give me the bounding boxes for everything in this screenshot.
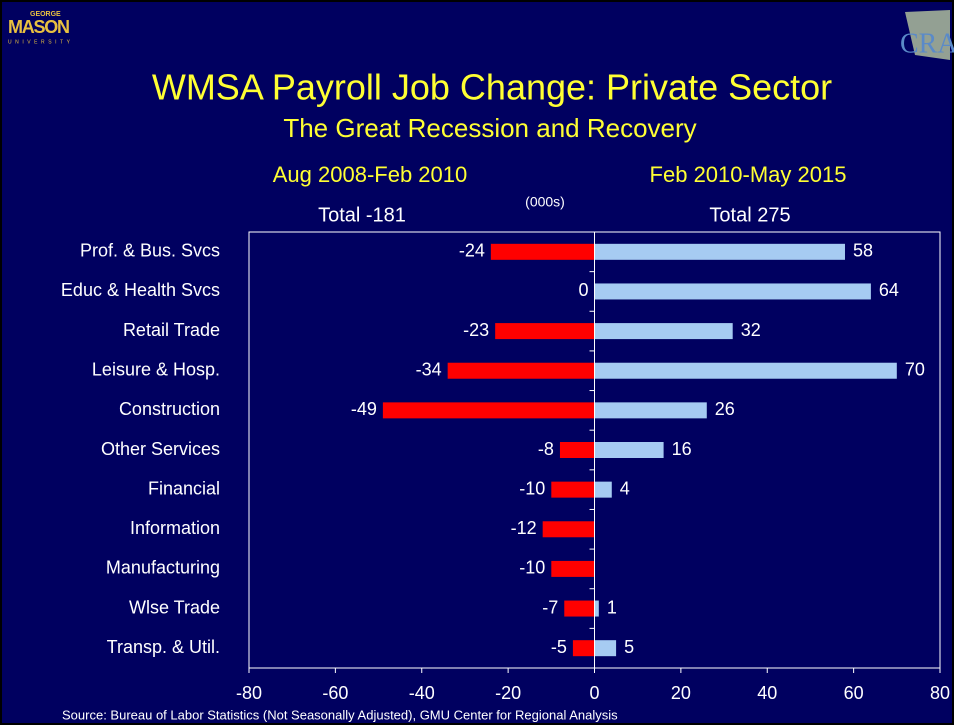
y-tick-label: Prof. & Bus. Svcs	[80, 241, 220, 261]
bar	[594, 402, 707, 419]
x-tick-label: 20	[671, 683, 691, 703]
y-tick-label: Manufacturing	[106, 558, 220, 578]
chart-subtitle: The Great Recession and Recovery	[283, 113, 696, 143]
data-label: -5	[551, 637, 567, 657]
logo-right: CRA	[900, 10, 954, 60]
legend-label: Feb 2010-May 2015	[650, 162, 847, 187]
bar	[542, 521, 595, 538]
bar	[594, 362, 897, 379]
y-tick-label: Leisure & Hosp.	[92, 359, 220, 379]
bar	[594, 600, 599, 617]
bar	[551, 560, 595, 577]
data-label: -49	[351, 399, 377, 419]
data-label: 0	[578, 280, 588, 300]
legend-label: Aug 2008-Feb 2010	[273, 162, 468, 187]
bar	[551, 481, 595, 498]
bar	[594, 283, 871, 300]
data-label: -7	[542, 597, 558, 617]
data-label: 1	[607, 597, 617, 617]
bar	[559, 442, 595, 458]
bar	[572, 640, 595, 657]
x-tick-label: -40	[409, 683, 435, 703]
data-label: 5	[624, 637, 634, 657]
data-label: 26	[715, 399, 735, 419]
data-label: 64	[879, 280, 899, 300]
data-label: -8	[538, 439, 554, 459]
total-label: Total 275	[709, 204, 790, 226]
bar	[447, 362, 595, 379]
x-tick-label: 40	[757, 683, 777, 703]
data-label: -24	[459, 241, 485, 261]
bar	[495, 323, 595, 340]
x-tick-label: -60	[322, 683, 348, 703]
x-tick-label: 80	[930, 683, 950, 703]
bar	[594, 243, 845, 260]
data-label: -10	[519, 558, 545, 578]
y-tick-label: Information	[130, 518, 220, 538]
data-label: -23	[463, 320, 489, 340]
unit-label: (000s)	[525, 194, 565, 210]
y-tick-label: Construction	[119, 399, 220, 419]
y-tick-label: Financial	[148, 478, 220, 498]
y-tick-label: Other Services	[101, 439, 220, 459]
data-label: 58	[853, 241, 873, 261]
logo-text: CRA	[900, 28, 954, 59]
bar	[594, 481, 612, 498]
data-label: 16	[672, 439, 692, 459]
y-tick-label: Wlse Trade	[129, 597, 220, 617]
bar	[594, 323, 733, 340]
y-tick-label: Retail Trade	[123, 320, 220, 340]
bar	[594, 442, 664, 458]
chart-title: WMSA Payroll Job Change: Private Sector	[152, 67, 832, 108]
bar	[594, 640, 617, 657]
bar	[490, 243, 595, 260]
logo-text: GEORGE	[30, 11, 61, 18]
y-tick-label: Transp. & Util.	[107, 637, 220, 657]
bar	[382, 402, 595, 419]
x-tick-label: 0	[589, 683, 599, 703]
data-label: 32	[741, 320, 761, 340]
y-tick-label: Educ & Health Svcs	[61, 280, 220, 300]
bar	[564, 600, 595, 617]
data-label: -10	[519, 478, 545, 498]
logo-text: MASON	[8, 17, 70, 37]
logo-shape	[905, 10, 950, 60]
x-tick-label: -80	[236, 683, 262, 703]
source: Source: Bureau of Labor Statistics (Not …	[62, 707, 618, 722]
data-label: 70	[905, 359, 925, 379]
data-label: 4	[620, 478, 630, 498]
x-tick-label: 60	[844, 683, 864, 703]
data-label: -34	[416, 359, 442, 379]
total-label: Total -181	[318, 204, 406, 226]
x-tick-label: -20	[495, 683, 521, 703]
data-label: -12	[511, 518, 537, 538]
